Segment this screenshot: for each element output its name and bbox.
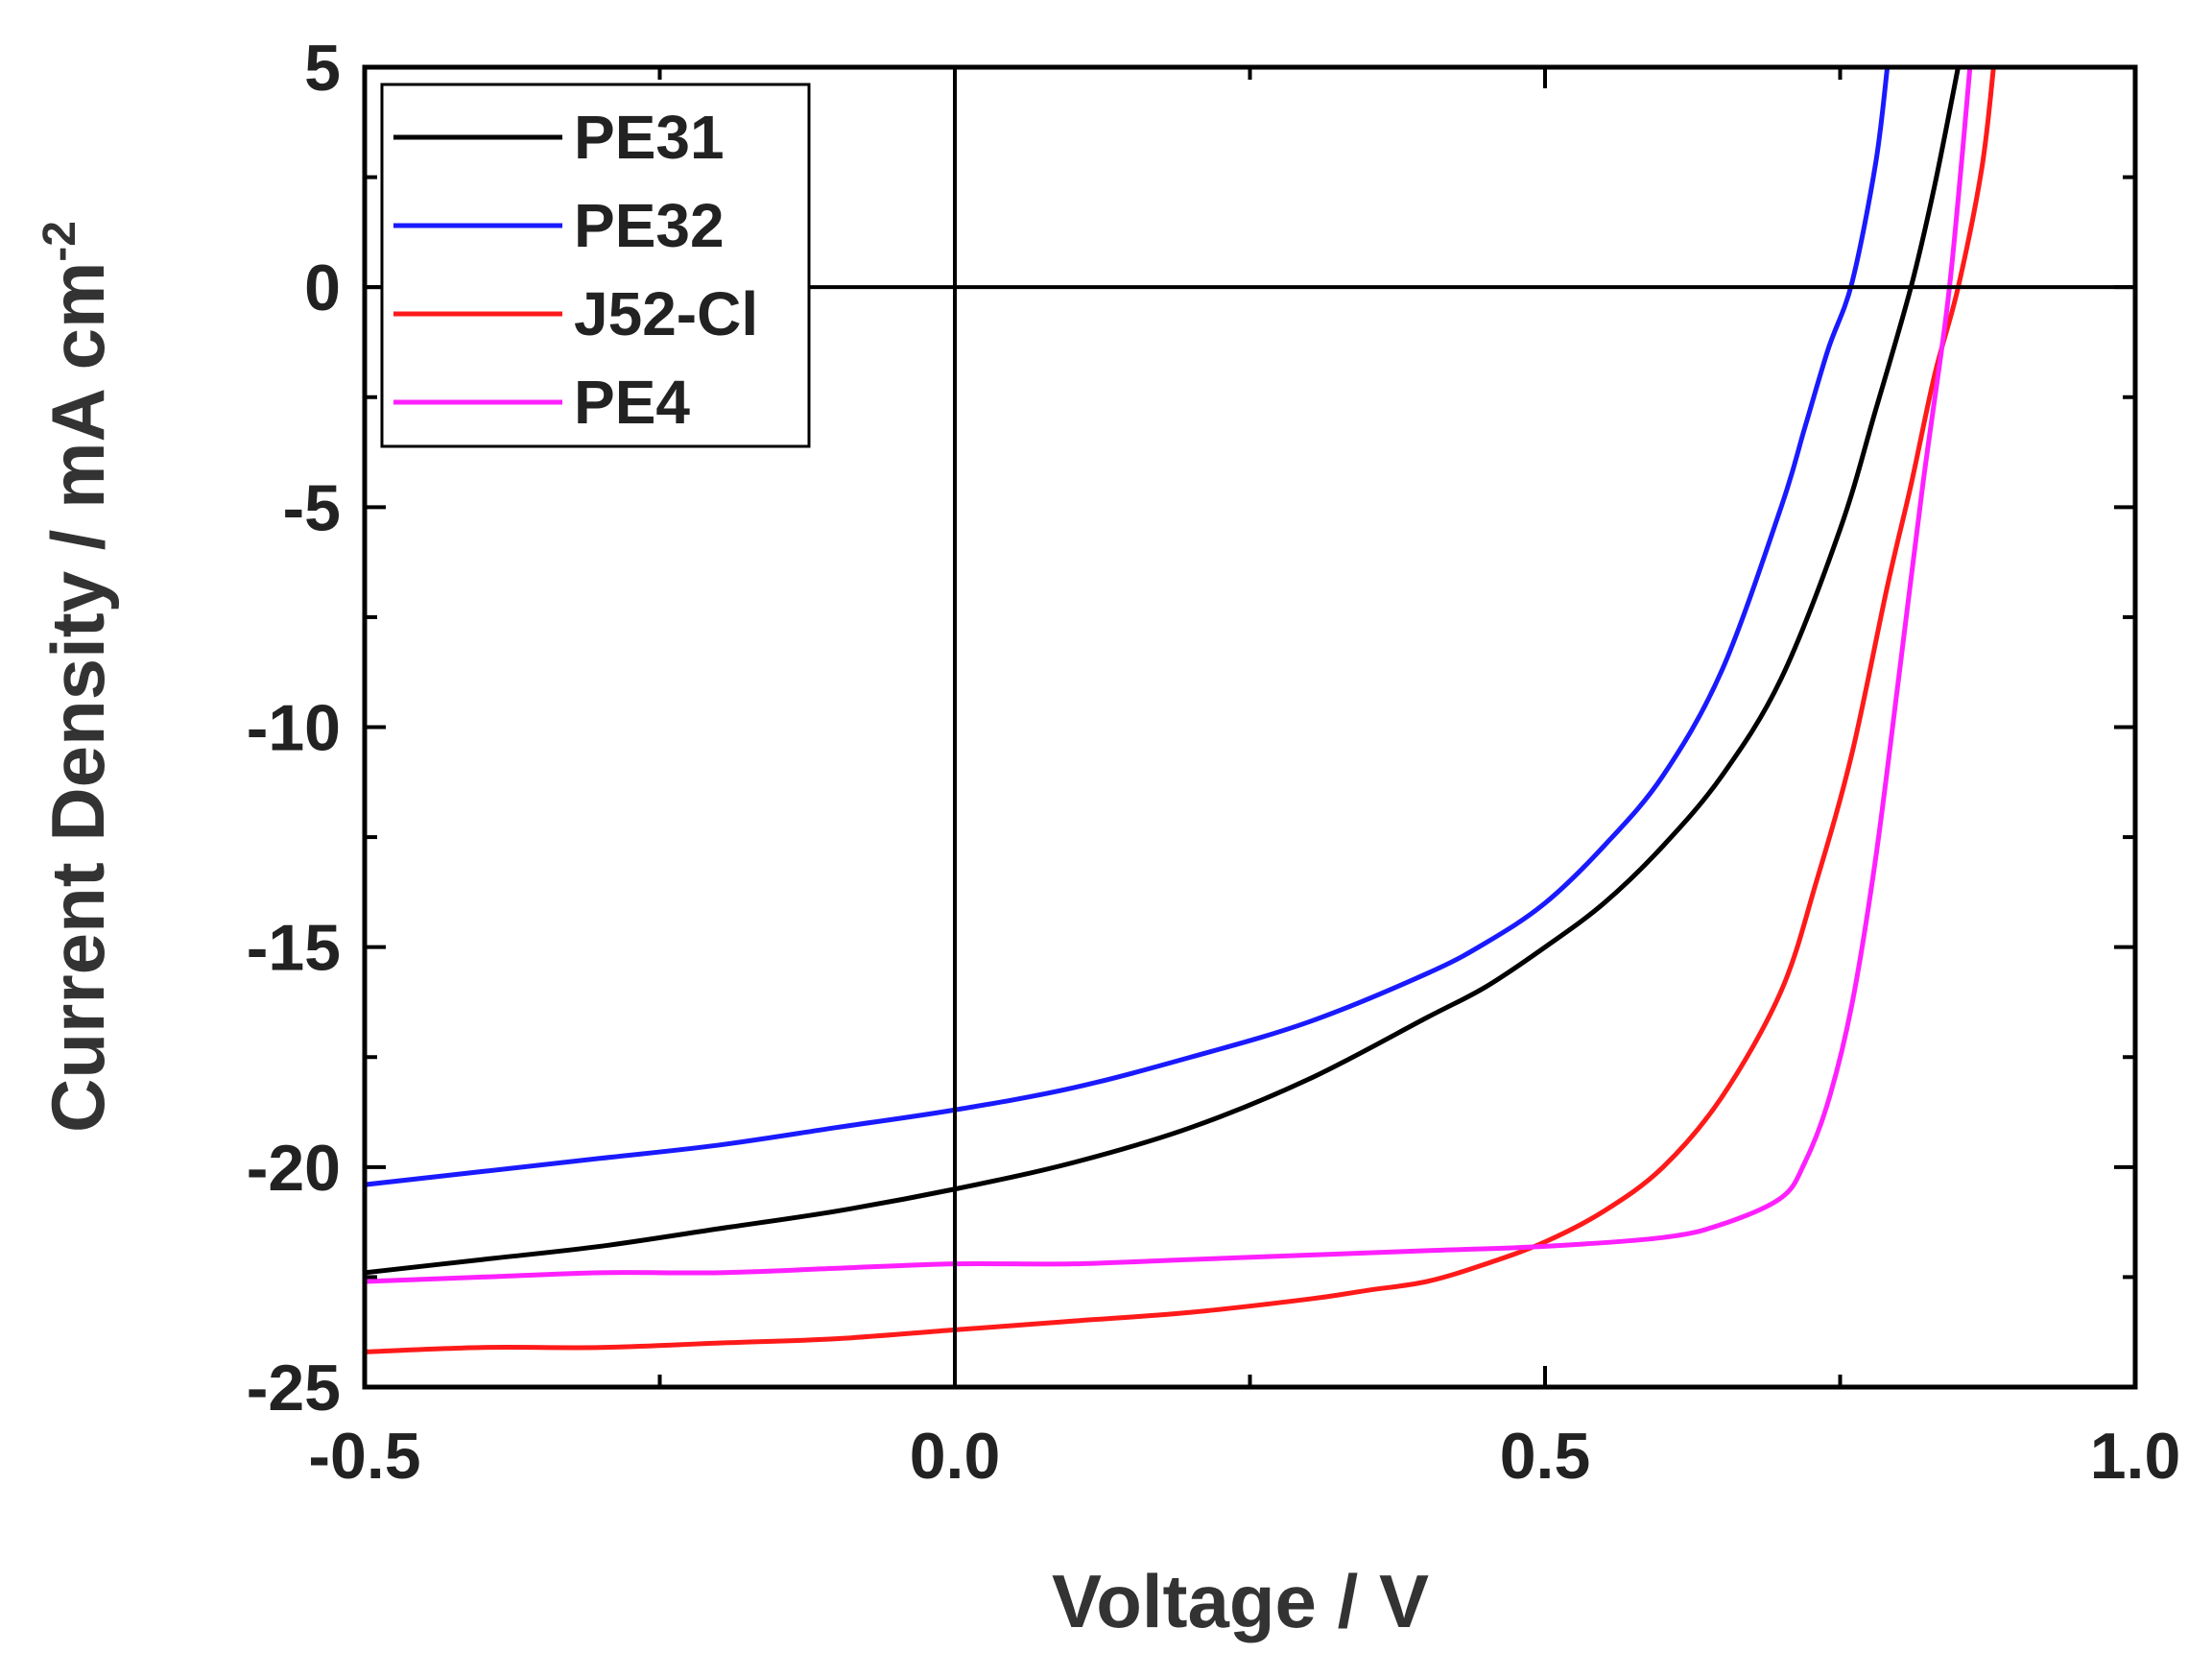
x-tick-label: -0.5	[308, 1420, 420, 1493]
y-tick-label: -25	[247, 1352, 341, 1425]
x-tick-label: 0.0	[910, 1420, 1001, 1493]
axis-titles-group: Voltage / V Current Density / mA cm-2	[35, 221, 1429, 1643]
ticks-group: -0.5 0.0 0.5 1.0 -25 -20 -15 -10 -5 0 5	[247, 32, 2181, 1493]
series-line-pe32	[365, 67, 1891, 1187]
series-line-j52-cl	[365, 67, 1996, 1354]
series-line-pe4	[365, 67, 1973, 1284]
legend-box	[380, 83, 811, 448]
y-tick-label: 5	[304, 32, 341, 105]
y-tick-label: -5	[283, 471, 341, 544]
legend-label-pe31: PE31	[574, 103, 725, 172]
y-tick-label: -10	[247, 692, 341, 765]
y-tick-label: 0	[304, 251, 341, 324]
x-axis-title: Voltage / V	[1052, 1559, 1429, 1643]
legend-label-pe32: PE32	[574, 191, 725, 260]
legend-group: PE31 PE32 J52-Cl PE4	[380, 83, 811, 448]
legend-label-pe4: PE4	[574, 368, 690, 437]
y-axis-title: Current Density / mA cm-2	[35, 221, 120, 1133]
y-tick-label: -20	[247, 1132, 341, 1205]
y-tick-label: -15	[247, 912, 341, 985]
series-line-pe31	[365, 67, 1961, 1276]
series-group	[365, 67, 1996, 1354]
x-tick-label: 1.0	[2090, 1420, 2181, 1493]
legend-label-j52-cl: J52-Cl	[574, 279, 758, 348]
x-tick-label: 0.5	[1500, 1420, 1591, 1493]
